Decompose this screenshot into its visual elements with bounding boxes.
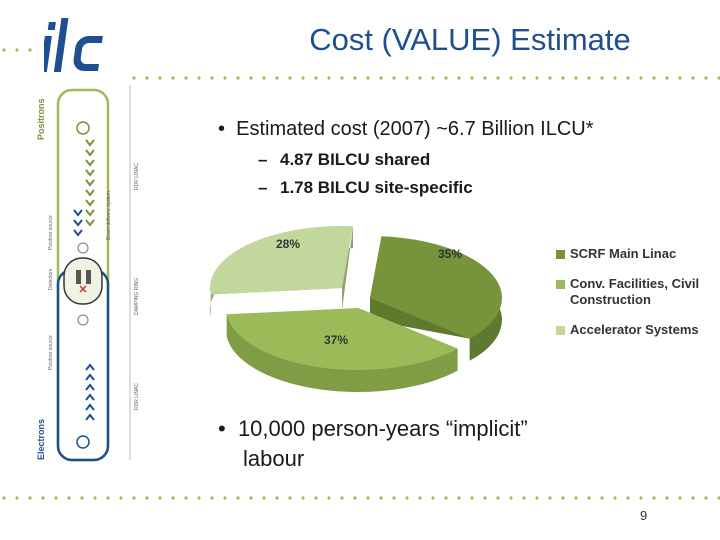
pie-data-label: 28% (276, 237, 300, 251)
legend-item-main-linac: SCRF Main Linac (556, 246, 716, 262)
slide-title: Cost (VALUE) Estimate (309, 22, 631, 57)
svg-text:DAMPING RING: DAMPING RING (134, 278, 140, 315)
bullet-person-years: • 10,000 person-years “implicit” labour (218, 416, 528, 471)
svg-text:Positron source: Positron source (48, 215, 54, 250)
page-number: 9 (640, 508, 648, 523)
chart-legend: SCRF Main Linac Conv. Facilities, Civil … (556, 246, 716, 352)
pie-data-label: 37% (324, 333, 348, 347)
cost-pie-chart: 35% 37% 28% (210, 226, 503, 392)
electrons-label: Electrons (36, 419, 46, 460)
dotted-divider-top (132, 76, 720, 80)
svg-text:Detectors: Detectors (48, 268, 54, 290)
svg-text:RDR LINAC: RDR LINAC (134, 383, 140, 410)
legend-swatch (556, 250, 565, 259)
bullet-estimated-cost: • Estimated cost (2007) ~6.7 Billion ILC… (218, 118, 594, 140)
svg-text:RDR LINAC: RDR LINAC (134, 163, 140, 190)
ilc-logo (44, 18, 103, 72)
svg-text:Positron source: Positron source (48, 335, 54, 370)
svg-text:Beam delivery system: Beam delivery system (106, 191, 112, 240)
bullet-dot: • (218, 416, 238, 441)
dotted-divider-top-left (2, 48, 32, 52)
sub-bullet-site-specific: –1.78 BILCU site-specific (258, 178, 473, 197)
legend-item-accelerator-systems: Accelerator Systems (556, 322, 716, 338)
pie-slice-conv-facilities (226, 308, 458, 392)
sub-bullet-shared: –4.87 BILCU shared (258, 150, 431, 169)
pie-slice-main-linac (370, 236, 503, 361)
legend-item-conv-facilities: Conv. Facilities, Civil Construction (556, 276, 716, 308)
legend-swatch (556, 280, 565, 289)
pie-data-label: 35% (438, 247, 462, 261)
damping-ring (63, 257, 103, 305)
pie-slice-accelerator-systems (210, 226, 354, 317)
dotted-divider-bottom (2, 496, 720, 500)
bullet-dot: • (218, 118, 237, 140)
accelerator-diagram: Positrons Electrons RDR LINAC DAMPING RI… (36, 85, 140, 462)
legend-swatch (556, 326, 565, 335)
positrons-label: Positrons (36, 98, 46, 140)
